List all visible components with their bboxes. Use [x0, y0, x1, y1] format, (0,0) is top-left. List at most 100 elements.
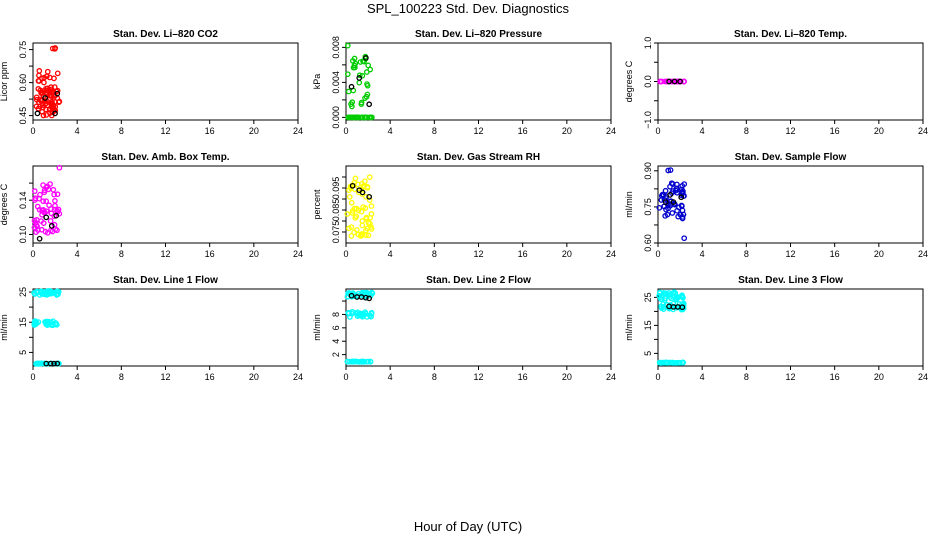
- x-tick-label: 24: [918, 372, 928, 382]
- figure-title: SPL_100223 Std. Dev. Diagnostics: [367, 1, 570, 16]
- data-point: [346, 194, 353, 200]
- x-tick-label: 0: [655, 126, 660, 136]
- panel-4: Stan. Dev. Amb. Box Temp. 0 4 8 12 16 20 24 0.10…: [0, 152, 303, 259]
- data-point: [368, 289, 375, 296]
- highlight-point: [48, 223, 55, 229]
- data-point: [369, 114, 375, 121]
- x-tick-label: 12: [785, 126, 795, 136]
- panel-title: Stan. Dev. Line 3 Flow: [738, 275, 843, 286]
- data-point: [56, 98, 63, 105]
- panel-title: Stan. Dev. Li–820 Pressure: [415, 29, 543, 40]
- y-tick-label: 0.0: [643, 75, 653, 88]
- data-point: [48, 210, 55, 217]
- data-point: [662, 187, 669, 194]
- data-point: [678, 202, 685, 209]
- x-tick-label: 20: [562, 372, 572, 382]
- data-point: [54, 70, 61, 77]
- data-point: [670, 188, 676, 194]
- data-point: [348, 224, 355, 230]
- data-point: [347, 358, 353, 365]
- x-tick-label: 4: [700, 372, 705, 382]
- y-axis-label: ml/min: [624, 314, 634, 341]
- panel-title: Stan. Dev. Gas Stream RH: [417, 152, 540, 163]
- x-tick-label: 8: [119, 249, 124, 259]
- x-tick-label: 20: [874, 372, 884, 382]
- x-tick-label: 8: [744, 249, 749, 259]
- data-point: [41, 209, 47, 216]
- panel-1: Stan. Dev. Li–820 CO2 0 4 8 12 16 20 24 0.45 0.60…: [0, 29, 303, 136]
- y-tick-label: 0.90: [643, 162, 653, 180]
- y-tick-label: 0.075: [331, 221, 341, 244]
- data-point: [359, 358, 365, 365]
- x-tick-label: 16: [830, 372, 840, 382]
- x-tick-label: 16: [205, 126, 215, 136]
- highlight-point: [666, 78, 672, 85]
- data-point: [52, 202, 58, 209]
- y-tick-label: 0.60: [643, 234, 653, 252]
- data-point: [361, 311, 368, 318]
- highlight-point: [348, 83, 355, 90]
- panel-title: Stan. Dev. Sample Flow: [735, 152, 847, 163]
- plot-frame: [657, 165, 924, 244]
- highlight-point: [366, 101, 373, 108]
- data-point: [348, 114, 355, 121]
- data-point: [40, 182, 46, 188]
- panel-title: Stan. Dev. Li–820 CO2: [113, 29, 218, 40]
- data-point: [36, 68, 43, 74]
- y-tick-label: 0.085: [331, 199, 341, 222]
- highlight-point: [36, 235, 43, 242]
- panel-9: Stan. Dev. Line 3 Flow 0 4 8 12 16 20 24 5 15 25 ml…: [624, 275, 928, 382]
- x-tick-label: 0: [343, 126, 348, 136]
- data-point: [364, 82, 371, 89]
- x-tick-label: 12: [473, 372, 483, 382]
- data-point: [46, 106, 53, 113]
- x-tick-label: 20: [874, 126, 884, 136]
- data-point: [356, 79, 363, 86]
- x-tick-label: 8: [744, 126, 749, 136]
- highlight-point: [363, 55, 369, 61]
- highlight-point: [366, 193, 373, 200]
- x-tick-label: 24: [293, 372, 303, 382]
- data-point: [52, 45, 58, 52]
- y-tick-label: 0.000: [331, 106, 341, 129]
- data-point: [358, 208, 365, 215]
- data-point: [368, 203, 375, 209]
- data-point: [43, 106, 49, 113]
- data-point: [44, 68, 51, 75]
- data-point: [38, 226, 45, 233]
- highlight-point: [662, 199, 669, 205]
- data-point: [40, 112, 47, 119]
- x-tick-label: 24: [293, 126, 303, 136]
- data-point: [670, 300, 677, 307]
- data-point: [31, 291, 38, 297]
- x-tick-label: 12: [473, 126, 483, 136]
- y-axis-label: ml/min: [312, 314, 322, 341]
- panel-7: Stan. Dev. Line 1 Flow 0 4 8 12 16 20 24 5 15 25 ml…: [0, 275, 303, 382]
- panel-title: Stan. Dev. Amb. Box Temp.: [101, 152, 229, 163]
- x-tick-label: 12: [785, 372, 795, 382]
- x-tick-label: 4: [75, 126, 80, 136]
- data-point: [46, 74, 53, 81]
- plot-frame: [32, 42, 299, 121]
- data-point: [344, 71, 351, 78]
- data-point: [36, 360, 42, 367]
- y-tick-label: 0.008: [331, 36, 341, 59]
- highlight-point: [42, 95, 48, 101]
- data-point: [348, 103, 355, 110]
- data-point: [51, 221, 58, 228]
- x-tick-label: 0: [655, 372, 660, 382]
- data-point: [365, 62, 372, 69]
- highlight-point: [52, 110, 58, 117]
- panel-title: Stan. Dev. Line 1 Flow: [113, 275, 218, 286]
- data-point: [345, 88, 352, 95]
- data-point: [54, 191, 61, 198]
- data-point: [43, 198, 49, 205]
- data-point: [48, 321, 55, 327]
- data-point: [46, 287, 53, 294]
- data-point: [366, 197, 373, 203]
- data-point: [49, 100, 55, 106]
- y-tick-label: 1.0: [643, 37, 653, 50]
- data-point: [364, 225, 371, 232]
- data-point: [42, 319, 48, 325]
